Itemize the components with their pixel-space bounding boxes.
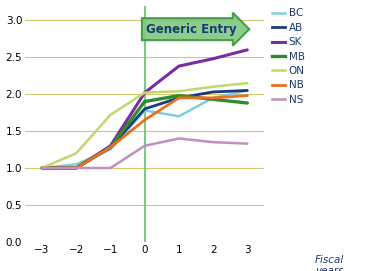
Text: Fiscal
years: Fiscal years — [315, 255, 345, 271]
Line: AB: AB — [42, 91, 247, 168]
NS — [211, 141, 215, 144]
Line: ON: ON — [42, 83, 247, 168]
MB — [108, 146, 113, 149]
MB — [177, 94, 181, 97]
NS — [40, 166, 44, 170]
AB — [143, 107, 147, 111]
SK — [40, 166, 44, 170]
NS — [74, 166, 78, 170]
BC — [74, 163, 78, 166]
ON — [177, 90, 181, 93]
MB — [40, 166, 44, 170]
NS — [245, 142, 250, 145]
SK — [177, 64, 181, 68]
MB — [211, 98, 215, 101]
SK — [245, 48, 250, 51]
BC — [177, 115, 181, 118]
AB — [40, 166, 44, 170]
NB — [245, 94, 250, 97]
Line: NB: NB — [42, 96, 247, 168]
NB — [211, 96, 215, 99]
MB — [245, 101, 250, 105]
NB — [74, 166, 78, 170]
SK — [108, 144, 113, 147]
BC — [143, 109, 147, 112]
BC — [108, 148, 113, 151]
Text: Generic Entry: Generic Entry — [146, 23, 237, 36]
AB — [211, 90, 215, 93]
ON — [143, 91, 147, 94]
MB — [143, 100, 147, 103]
SK — [211, 57, 215, 60]
ON — [74, 151, 78, 155]
Line: BC: BC — [42, 91, 247, 168]
NB — [177, 96, 181, 99]
NS — [108, 166, 113, 170]
BC — [211, 96, 215, 99]
AB — [74, 166, 78, 170]
Legend: BC, AB, SK, MB, ON, NB, NS: BC, AB, SK, MB, ON, NB, NS — [272, 8, 305, 105]
AB — [245, 89, 250, 92]
NB — [40, 166, 44, 170]
ON — [211, 85, 215, 88]
ON — [40, 166, 44, 170]
NS — [177, 137, 181, 140]
BC — [245, 89, 250, 92]
AB — [108, 146, 113, 149]
Line: SK: SK — [42, 50, 247, 168]
NS — [143, 144, 147, 147]
NB — [108, 146, 113, 149]
Line: NS: NS — [42, 138, 247, 168]
MB — [74, 166, 78, 170]
ON — [245, 82, 250, 85]
Line: MB: MB — [42, 96, 247, 168]
NB — [143, 118, 147, 122]
ON — [108, 113, 113, 117]
AB — [177, 96, 181, 99]
SK — [74, 166, 78, 170]
SK — [143, 91, 147, 94]
BC — [40, 166, 44, 170]
